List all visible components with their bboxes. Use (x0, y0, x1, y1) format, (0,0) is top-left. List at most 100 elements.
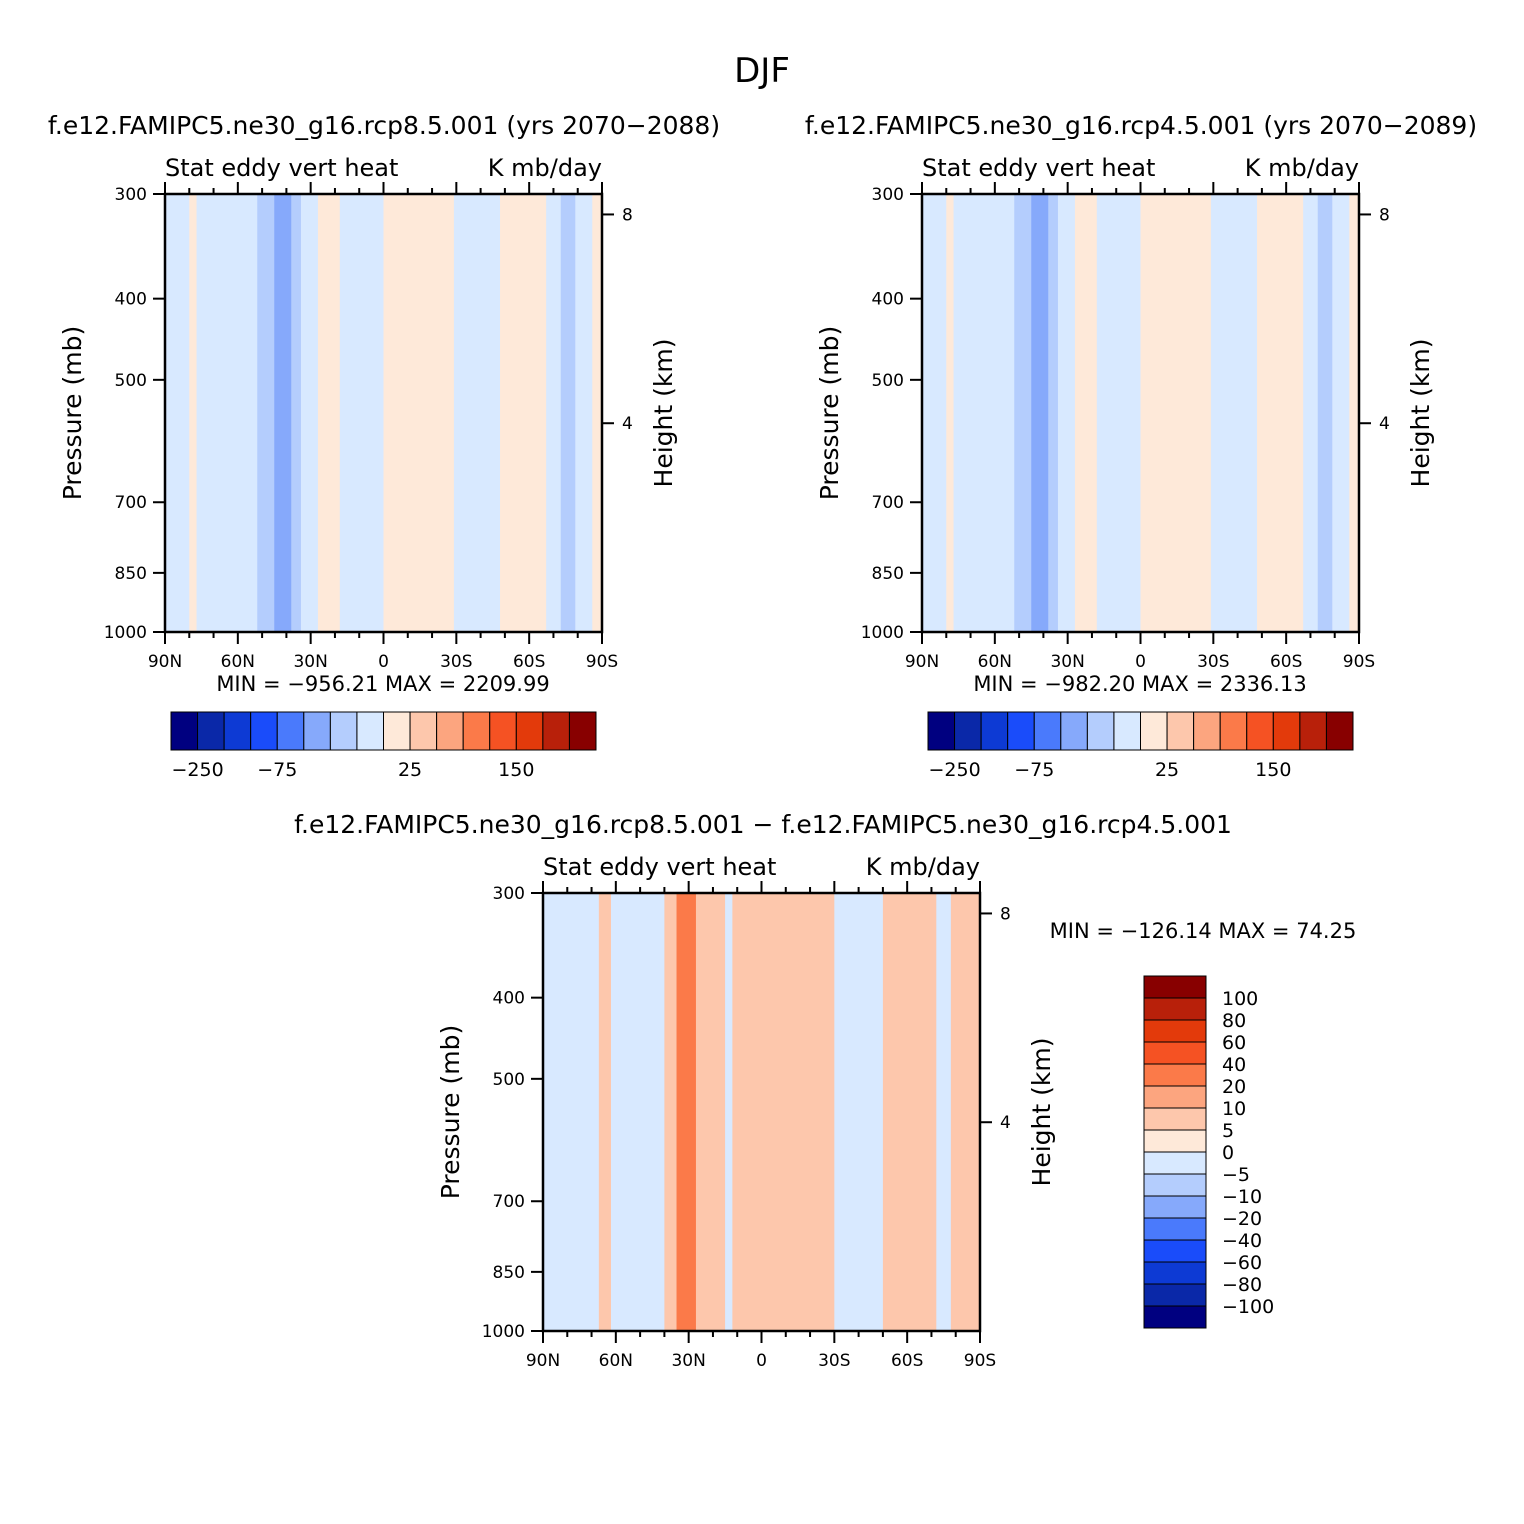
diff-panel-title: f.e12.FAMIPC5.ne30_g16.rcp8.5.001 − f.e1… (294, 810, 1232, 839)
panel-1-colorbar-swatch (197, 711, 225, 751)
panel-3-colorbar-label: −40 (1222, 1230, 1262, 1252)
panel-2-colorbar-swatch (927, 711, 956, 751)
panel-3-band-9 (882, 893, 937, 1331)
panel-2-y-tick-label: 700 (872, 493, 904, 513)
panel-1-colorbar-swatch (542, 711, 570, 751)
panel-3-colorbar-swatch (1143, 1195, 1207, 1219)
panel-3-colorbar-label: −100 (1222, 1296, 1274, 1318)
panel-3-colorbar-swatch (1143, 1217, 1207, 1241)
panel-2-x-tick-label: 30N (1050, 652, 1084, 672)
panel-1-colorbar: −250 −75 25 150 (170, 711, 597, 781)
panel-1-band-11 (383, 194, 433, 632)
panel-2-colorbar-swatch (1193, 711, 1221, 751)
panel-2-x-tick-label: 60N (978, 652, 1012, 672)
panel-2-x-tick-label: 90S (1343, 652, 1375, 672)
panel-3-y2-tick-label: 8 (1000, 904, 1011, 924)
panel-1-header-left: Stat eddy vert heat (165, 154, 398, 182)
panel-3-colorbar-label: −20 (1222, 1208, 1262, 1230)
panel-3-colorbar-swatch (1143, 1019, 1207, 1043)
panel-3-colorbar-label: −5 (1222, 1164, 1250, 1186)
panel-1-colorbar-label: −250 (171, 759, 223, 781)
panel-3-band-11 (950, 893, 981, 1331)
panel-3-colorbar-label: 100 (1222, 988, 1258, 1010)
panel-3-band-1 (598, 893, 612, 1331)
panel-3-band-5 (695, 893, 726, 1331)
panel-1-band-13 (453, 194, 501, 632)
panel-3-colorbar-swatch (1143, 1283, 1207, 1307)
panel-1-band-8 (300, 194, 319, 632)
panel-3-y-tick-label: 1000 (482, 1322, 525, 1342)
panel-3-y2-axis-title: Height (km) (1027, 1038, 1056, 1187)
panel-2-colorbar-swatch (1166, 711, 1195, 751)
panel-2-band-17 (1332, 194, 1350, 632)
panel-1-x-tick-label: 90N (148, 652, 182, 672)
panel-3-colorbar-swatch (1143, 1173, 1207, 1197)
panel-1-title: f.e12.FAMIPC5.ne30_g16.rcp8.5.001 (yrs 2… (48, 111, 720, 140)
panel-1-colorbar-swatch (489, 711, 517, 751)
panel-1-colorbar-swatch (329, 711, 358, 751)
panel-2-header-left: Stat eddy vert heat (922, 154, 1155, 182)
panel-1-colorbar-swatch (462, 711, 491, 751)
panel-3-band-10 (936, 893, 952, 1331)
panel-2-y2-axis: 84 (1359, 205, 1390, 434)
panel-3-y-tick-label: 300 (493, 884, 525, 904)
panel-2-colorbar-swatch (1272, 711, 1301, 751)
panel-1-y-tick-label: 500 (115, 371, 147, 391)
panel-3-y-tick-label: 500 (493, 1070, 525, 1090)
panel-2-colorbar-swatch (1325, 711, 1354, 751)
panel-3-colorbar-swatch (1143, 1041, 1207, 1065)
panel-1-min-max: MIN = −956.21 MAX = 2209.99 (216, 672, 549, 696)
panel-3-y-axis-title: Pressure (mb) (436, 1025, 465, 1199)
panel-1-colorbar-swatch (303, 711, 331, 751)
panel-1-band-16 (560, 194, 576, 632)
panel-2-band-6 (1031, 194, 1049, 632)
panel-1-x-tick-label: 60S (513, 652, 545, 672)
panel-1-y-axis-title: Pressure (mb) (58, 326, 87, 500)
panel-1-band-5 (257, 194, 275, 632)
panel-3-header-right: K mb/day (866, 853, 980, 881)
panel-2-y2-axis-title: Height (km) (1406, 339, 1435, 488)
panel-3-band-2 (610, 893, 665, 1331)
panel-2-band-0 (922, 194, 947, 632)
panel-1-band-12 (432, 194, 455, 632)
panel-1: 90N 60N 30N 0 30S 60S 90S300400500700850100084… (58, 154, 678, 781)
panel-1-colorbar-swatch (223, 711, 252, 751)
panel-2-colorbar-label: −75 (1014, 759, 1054, 781)
panel-1-colorbar-swatch (515, 711, 544, 751)
panel-3-colorbar-swatch (1143, 1085, 1207, 1109)
panel-1-header-right: K mb/day (488, 154, 602, 182)
panel-2-band-12 (1189, 194, 1212, 632)
panel-2-band-4 (999, 194, 1015, 632)
panel-3-x-tick-label: 0 (756, 1351, 767, 1371)
panel-2-colorbar: −250 −75 25 150 (927, 711, 1354, 781)
panels: 90N 60N 30N 0 30S 60S 90S300400500700850100084… (58, 154, 1435, 1371)
panel-3-y-tick-label: 400 (493, 989, 525, 1009)
panel-3-colorbar-label: 20 (1222, 1076, 1246, 1098)
panel-3-colorbar-label: 40 (1222, 1054, 1246, 1076)
panel-2-x-tick-label: 0 (1135, 652, 1146, 672)
panel-1-colorbar-swatch (436, 711, 464, 751)
panel-1-band-1 (189, 194, 198, 632)
panel-3-colorbar-swatch (1143, 1305, 1207, 1329)
panel-1-band-2 (196, 194, 224, 632)
panel-2-colorbar-label: 150 (1255, 759, 1291, 781)
panel-1-bands (165, 194, 603, 632)
panel-1-colorbar-label: 25 (398, 759, 422, 781)
panel-1-colorbar-swatch (409, 711, 438, 751)
panel-3-colorbar-label: 0 (1222, 1142, 1234, 1164)
panel-1-y2-tick-label: 4 (622, 414, 633, 434)
panel-2-band-13 (1210, 194, 1258, 632)
panel-1-band-6 (274, 194, 292, 632)
panel-1-x-axis: 90N 60N 30N 0 30S 60S 90S (148, 182, 618, 672)
panel-2-colorbar-swatch (1007, 711, 1035, 751)
panel-2-bands (922, 194, 1360, 632)
panel-2-colorbar-swatch (1060, 711, 1088, 751)
panel-2-y-axis: 300 400 500 700 850 1000 (861, 185, 922, 643)
panel-1-x-tick-label: 90S (586, 652, 618, 672)
panel-3-colorbar-swatch (1143, 1129, 1207, 1153)
panel-1-y-tick-label: 700 (115, 493, 147, 513)
panel-2-y2-tick-label: 4 (1379, 414, 1390, 434)
panel-3-colorbar-label: −60 (1222, 1252, 1262, 1274)
panel-3-band-0 (543, 893, 600, 1331)
